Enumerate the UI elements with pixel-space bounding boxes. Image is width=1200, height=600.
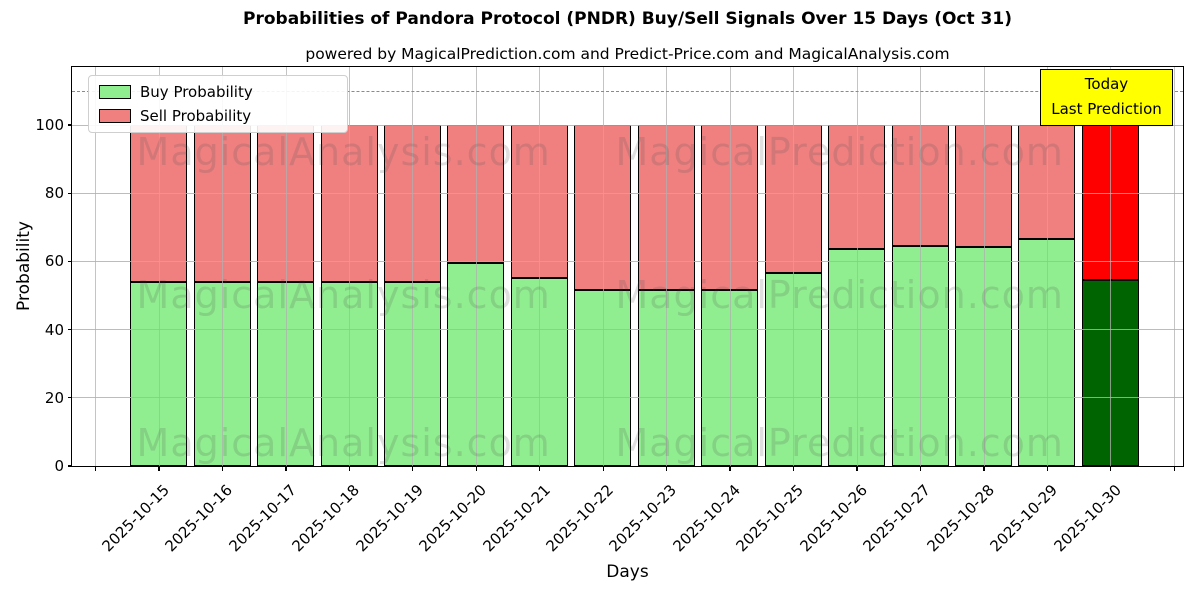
gridline-y-80 [71,192,1183,194]
xtick-mark-8 [666,466,668,471]
gridline-x-7 [602,66,604,466]
ytick-mark-60 [67,260,72,263]
gridline-x-12 [920,66,922,466]
ytick-label-100: 100 [35,115,64,134]
legend-label-sell: Sell Probability [140,107,252,125]
ytick-label-40: 40 [44,320,64,339]
legend-label-buy: Buy Probability [140,83,253,101]
xtick-label-2025-10-15: 2025-10-15 [98,481,173,556]
xtick-mark-0 [158,466,160,471]
xtick-label-2025-10-29: 2025-10-29 [986,481,1062,556]
ytick-mark-100 [67,124,72,126]
xtick-mark-14 [1046,466,1048,471]
watermark-right-row3: MagicalPrediction.com [615,420,1064,465]
ytick-mark-40 [67,328,72,331]
xtick-mark--1 [94,466,97,471]
today-annotation: Today Last Prediction [1040,69,1173,126]
gridline-x-11 [856,66,858,466]
xtick-mark-4 [412,466,414,471]
ytick-label-0: 0 [54,457,64,475]
legend-item-sell: Sell Probability [99,107,337,125]
xtick-label-2025-10-26: 2025-10-26 [796,481,871,556]
today-annotation-line2: Last Prediction [1051,100,1162,118]
today-annotation-line1: Today [1084,75,1129,93]
xtick-mark-12 [919,466,922,471]
gridline-x-8 [666,66,668,466]
legend: Buy Probability Sell Probability [88,75,348,133]
xtick-mark-6 [539,466,541,471]
gridline-y-20 [71,397,1183,399]
dashed-threshold-line [71,90,1183,92]
watermark-left-row1: MagicalAnalysis.com [136,129,551,174]
gridline-x-13 [983,66,985,466]
chart-title: Probabilities of Pandora Protocol (PNDR)… [243,9,1012,29]
watermark-right-row2: MagicalPrediction.com [615,272,1064,317]
gridline-x-0 [158,66,160,466]
xtick-label-2025-10-24: 2025-10-24 [669,481,744,556]
ytick-mark-20 [67,397,72,399]
xtick-mark-2 [285,466,287,471]
sell-color-swatch [99,109,131,123]
xtick-label-2025-10-19: 2025-10-19 [352,481,427,556]
buy-color-swatch [99,85,131,99]
gridline-x-9 [729,66,731,466]
ytick-mark-80 [67,192,72,194]
xtick-mark-5 [475,466,477,471]
ytick-label-60: 60 [44,252,64,271]
gridline-y-40 [71,329,1183,331]
chart-subtitle: powered by MagicalPrediction.com and Pre… [305,45,950,63]
xtick-label-2025-10-28: 2025-10-28 [923,481,998,556]
ytick-mark-0 [67,465,72,467]
plot-area: MagicalAnalysis.com MagicalPrediction.com… [70,65,1184,467]
gridline-x-2 [285,66,287,466]
gridline-x--1 [95,66,97,466]
gridline-x-10 [793,66,795,466]
xtick-mark-13 [983,466,985,471]
gridline-x-6 [539,66,541,466]
gridline-x-5 [475,66,477,466]
gridline-x-16 [1173,66,1175,466]
gridline-x-1 [222,66,224,466]
x-axis-title: Days [606,562,649,582]
xtick-label-2025-10-17: 2025-10-17 [225,481,300,556]
ytick-label-80: 80 [44,184,64,203]
xtick-mark-9 [729,466,731,471]
gridline-y-100 [71,124,1183,126]
xtick-mark-7 [602,466,604,471]
xtick-mark-11 [856,466,858,471]
gridline-x-3 [349,66,351,466]
xtick-label-2025-10-27: 2025-10-27 [859,481,935,556]
xtick-mark-16 [1173,466,1175,471]
xtick-label-2025-10-21: 2025-10-21 [479,481,554,556]
watermark-left-row3: MagicalAnalysis.com [136,420,551,465]
watermark-right-row1: MagicalPrediction.com [615,129,1064,174]
legend-item-buy: Buy Probability [99,83,337,101]
gridline-x-4 [412,66,414,466]
gridline-x-14 [1046,66,1048,466]
gridline-x-15 [1110,66,1112,466]
xtick-label-2025-10-30: 2025-10-30 [1050,481,1125,556]
xtick-mark-10 [792,466,795,471]
xtick-label-2025-10-18: 2025-10-18 [288,481,364,556]
xtick-label-2025-10-25: 2025-10-25 [732,481,808,556]
xtick-mark-3 [348,466,351,471]
xtick-label-2025-10-20: 2025-10-20 [415,481,490,556]
xtick-mark-1 [221,466,224,471]
watermark-left-row2: MagicalAnalysis.com [136,272,551,317]
xtick-mark-15 [1110,466,1112,471]
xtick-label-2025-10-16: 2025-10-16 [161,481,237,556]
xtick-label-2025-10-23: 2025-10-23 [605,481,681,556]
xtick-label-2025-10-22: 2025-10-22 [542,481,617,556]
gridline-y-60 [71,261,1183,263]
ytick-label-20: 20 [44,388,64,407]
